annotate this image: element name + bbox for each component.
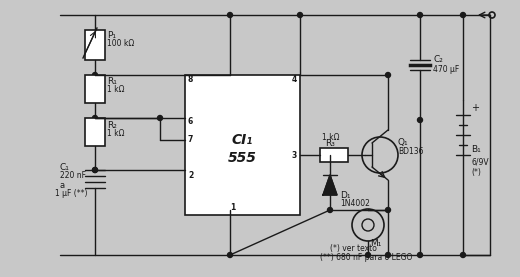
Circle shape	[297, 12, 303, 17]
Text: B₁: B₁	[471, 145, 481, 155]
Circle shape	[461, 253, 465, 258]
Circle shape	[385, 73, 391, 78]
Text: Q₁: Q₁	[398, 138, 409, 147]
Text: R₁: R₁	[107, 78, 117, 86]
Text: (*) ver texto: (*) ver texto	[330, 243, 377, 253]
Circle shape	[418, 117, 422, 122]
Text: 6: 6	[188, 117, 193, 127]
Text: 100 kΩ: 100 kΩ	[107, 39, 134, 47]
Circle shape	[93, 73, 98, 78]
Circle shape	[93, 116, 98, 120]
Circle shape	[461, 12, 465, 17]
Circle shape	[93, 168, 98, 173]
Text: BD136: BD136	[398, 147, 423, 157]
Circle shape	[328, 207, 332, 212]
Text: D₁: D₁	[340, 191, 350, 199]
Text: M₁: M₁	[370, 238, 381, 248]
Text: 1 kΩ: 1 kΩ	[322, 132, 340, 142]
Text: 555: 555	[228, 151, 257, 165]
Bar	[185, 75, 300, 215]
Bar	[85, 30, 105, 60]
Text: 8: 8	[188, 76, 193, 84]
Circle shape	[385, 253, 391, 258]
Bar	[85, 118, 105, 146]
Circle shape	[228, 253, 232, 258]
Circle shape	[158, 116, 162, 120]
Text: 1 µF (**): 1 µF (**)	[55, 189, 87, 199]
Text: 470 µF: 470 µF	[433, 65, 459, 75]
Text: 6/9V: 6/9V	[471, 158, 489, 166]
Text: 3: 3	[292, 150, 297, 160]
Text: 1N4002: 1N4002	[340, 199, 370, 207]
Circle shape	[93, 168, 98, 173]
Text: 1: 1	[230, 204, 235, 212]
Text: 1 kΩ: 1 kΩ	[107, 129, 124, 137]
Text: 7: 7	[188, 135, 193, 145]
Circle shape	[418, 253, 422, 258]
Text: 2: 2	[188, 171, 193, 179]
Text: C₂: C₂	[433, 55, 443, 65]
Text: a: a	[60, 181, 65, 189]
Text: C₁: C₁	[60, 163, 70, 171]
Circle shape	[366, 253, 370, 258]
Text: (**) 680 nF para o LEGO: (**) 680 nF para o LEGO	[320, 253, 412, 263]
Text: (*): (*)	[471, 168, 481, 178]
Text: R₂: R₂	[107, 120, 117, 130]
Text: +: +	[471, 103, 479, 113]
Text: R₃: R₃	[325, 138, 335, 147]
Text: P₁: P₁	[107, 30, 116, 40]
Polygon shape	[323, 175, 337, 195]
Bar	[320, 148, 348, 162]
Circle shape	[418, 12, 422, 17]
Text: 4: 4	[292, 76, 297, 84]
Bar	[85, 75, 105, 103]
Text: 220 nF: 220 nF	[60, 171, 86, 179]
Circle shape	[385, 207, 391, 212]
Text: CI₁: CI₁	[232, 133, 253, 147]
Circle shape	[228, 12, 232, 17]
Text: 1 kΩ: 1 kΩ	[107, 86, 124, 94]
